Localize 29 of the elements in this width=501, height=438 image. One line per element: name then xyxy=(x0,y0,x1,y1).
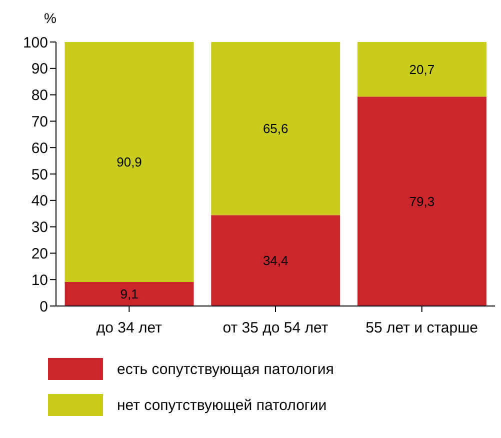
legend-label: есть сопутствующая патология xyxy=(117,360,334,378)
bar xyxy=(211,215,340,306)
data-label: 20,7 xyxy=(409,62,435,77)
y-tick-label: 30 xyxy=(31,219,48,236)
bar xyxy=(357,42,486,97)
data-label: 65,6 xyxy=(262,121,288,136)
y-tick-label: 90 xyxy=(31,60,48,78)
y-tick-label: 0 xyxy=(40,298,48,316)
y-tick-label: 40 xyxy=(31,192,48,210)
bar xyxy=(357,96,486,306)
x-tick-label: до 34 лет xyxy=(96,320,162,337)
bar xyxy=(64,282,194,306)
y-axis-title: % xyxy=(44,10,56,26)
x-tick-label: 55 лет и старше xyxy=(366,320,478,337)
bar xyxy=(64,42,194,282)
legend-label: нет сопутствующей патологии xyxy=(117,396,327,414)
bar xyxy=(211,42,340,216)
y-tick-label: 80 xyxy=(31,87,48,104)
x-tick-label: от 35 до 54 лет xyxy=(222,320,328,337)
y-tick-label: 100 xyxy=(22,34,48,52)
y-tick-label: 20 xyxy=(31,246,48,263)
y-tick-label: 60 xyxy=(31,140,48,157)
y-tick-label: 10 xyxy=(31,272,48,289)
y-tick-label: 70 xyxy=(31,114,48,131)
y-tick-label: 50 xyxy=(31,166,48,184)
data-label: 79,3 xyxy=(409,194,435,209)
data-label: 90,9 xyxy=(116,154,142,170)
data-label: 9,1 xyxy=(120,286,138,302)
data-label: 34,4 xyxy=(262,253,288,268)
